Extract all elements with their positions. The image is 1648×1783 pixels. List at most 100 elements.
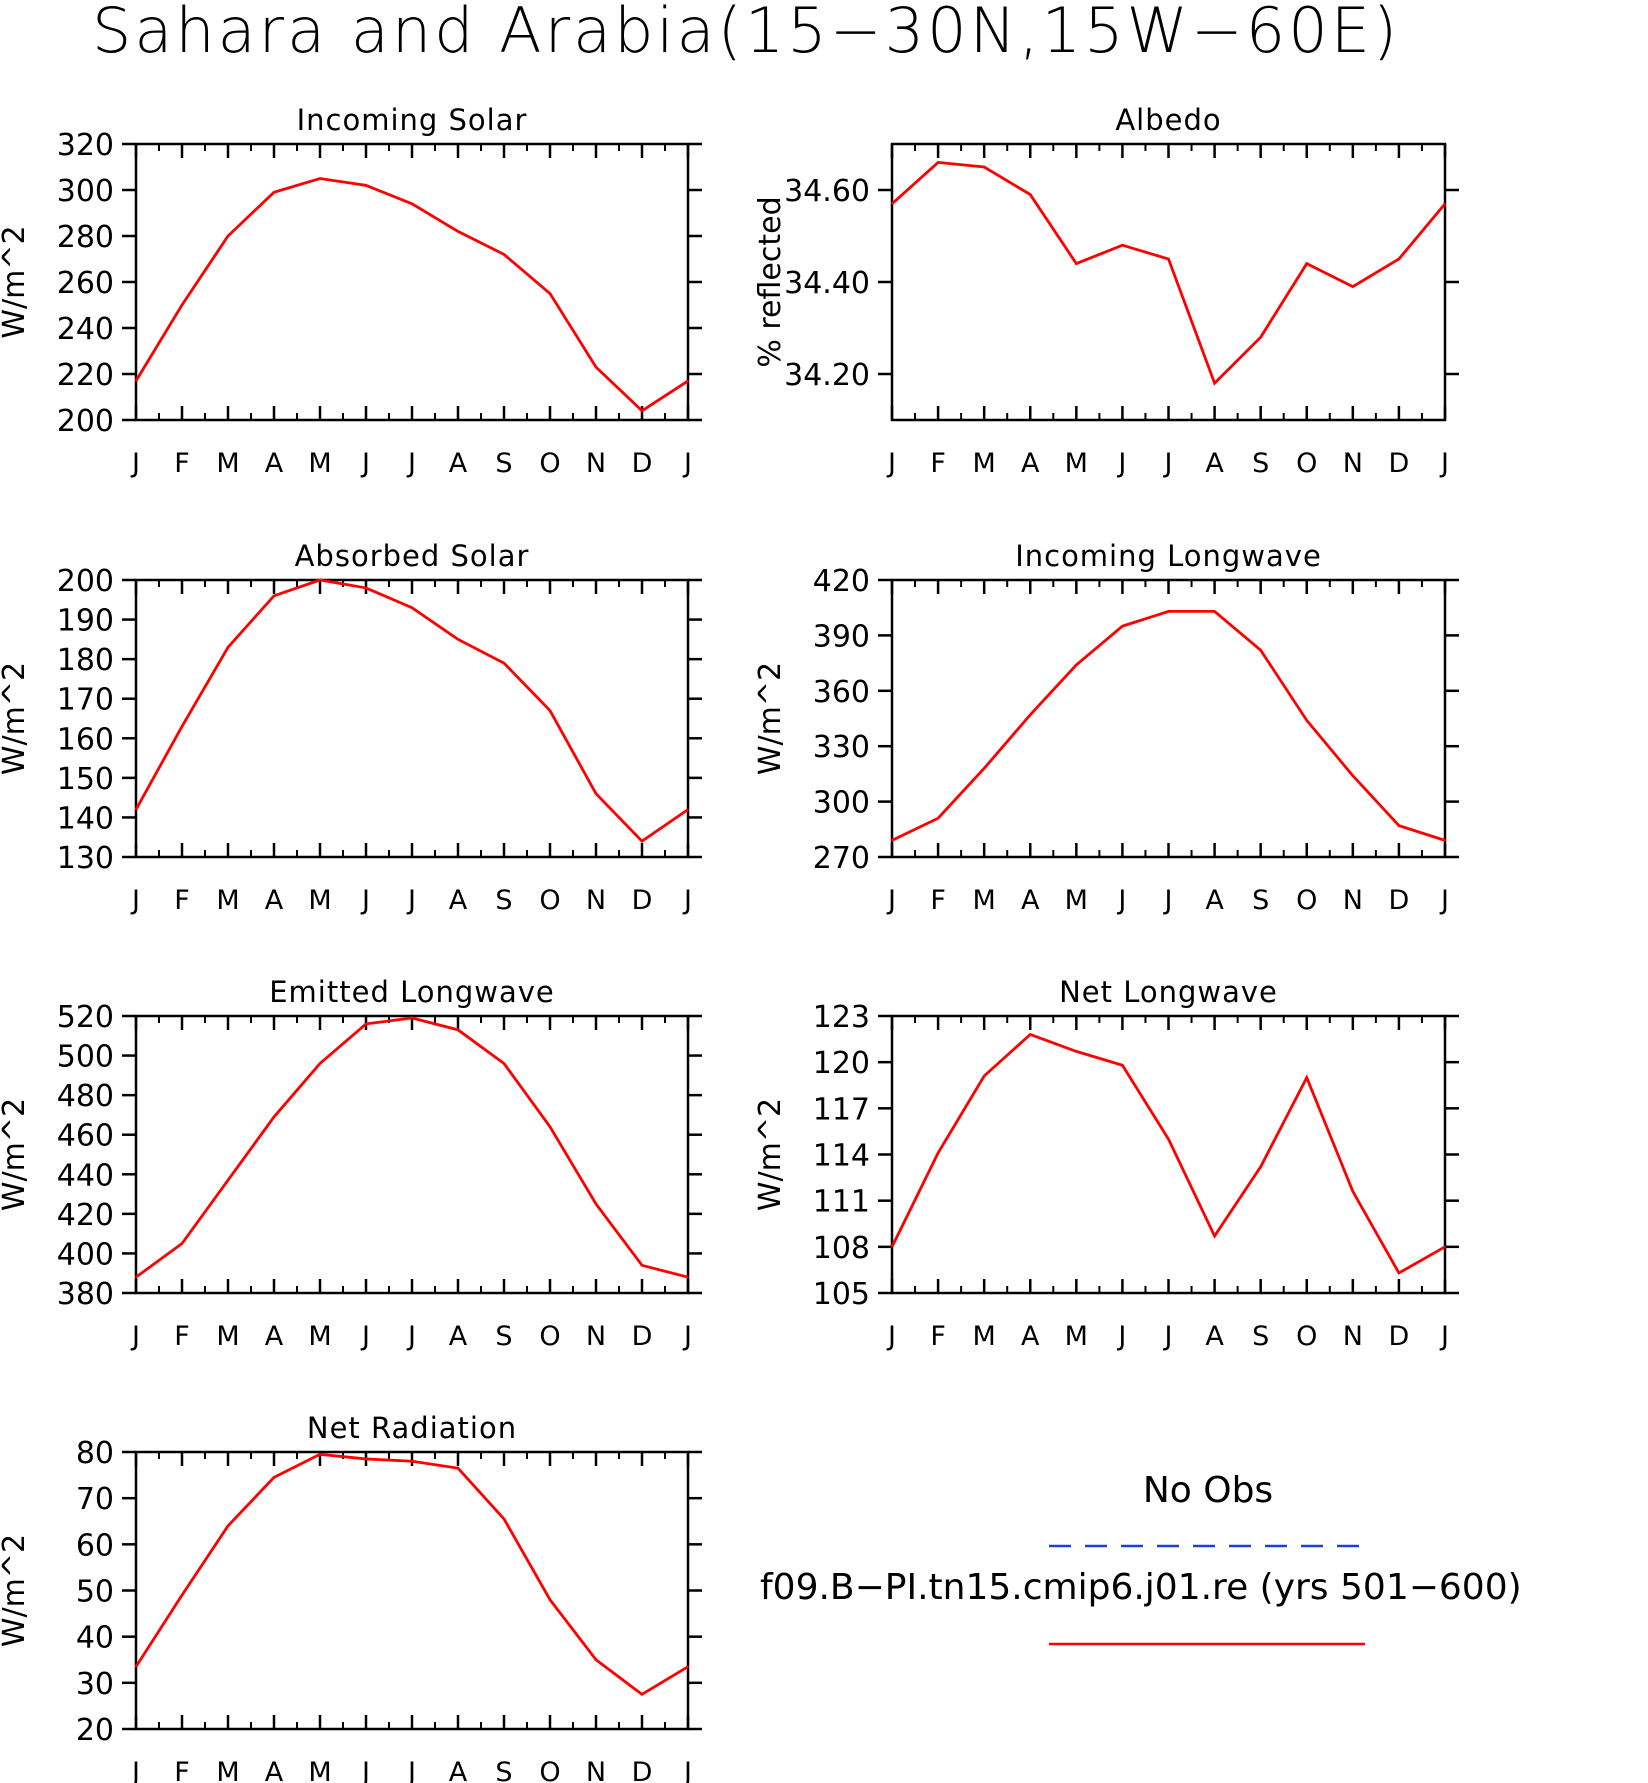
data-point bbox=[135, 1276, 137, 1278]
data-point bbox=[181, 1594, 183, 1596]
x-tick-label: J bbox=[406, 448, 416, 479]
panel-incoming-longwave: J F M A M J J A S O N D J270300330360390420Incoming … bbox=[753, 539, 1459, 916]
data-point bbox=[1398, 1272, 1400, 1274]
x-tick-label: M bbox=[308, 1321, 331, 1352]
data-point bbox=[687, 1665, 689, 1668]
x-tick-label: A bbox=[1205, 1321, 1224, 1352]
x-tick-label: F bbox=[930, 448, 946, 479]
y-tick-label: 34.20 bbox=[784, 358, 870, 393]
data-point bbox=[319, 1453, 321, 1456]
data-point bbox=[983, 1075, 985, 1077]
x-tick-label: J bbox=[1439, 885, 1449, 916]
data-point bbox=[1444, 839, 1446, 842]
x-tick-label: F bbox=[174, 1321, 190, 1352]
x-tick-label: A bbox=[1021, 885, 1040, 916]
y-tick-label: 520 bbox=[57, 1000, 114, 1035]
data-point bbox=[1167, 1138, 1170, 1140]
page-title: Sahara and Arabia(15−30N,15W−60E) bbox=[92, 0, 1401, 67]
data-point bbox=[1075, 664, 1078, 666]
x-tick-label: O bbox=[539, 885, 560, 916]
data-point bbox=[227, 235, 229, 237]
data-point bbox=[503, 253, 505, 256]
data-point bbox=[595, 1658, 597, 1661]
y-tick-label: 105 bbox=[813, 1277, 870, 1312]
x-tick-label: A bbox=[1021, 448, 1040, 479]
x-tick-label: J bbox=[886, 1321, 896, 1352]
x-tick-label: M bbox=[1065, 885, 1088, 916]
y-tick-label: 150 bbox=[57, 762, 114, 797]
data-point bbox=[891, 1246, 893, 1248]
y-tick-label: 80 bbox=[76, 1436, 114, 1471]
x-tick-label: M bbox=[308, 448, 331, 479]
x-tick-label: S bbox=[495, 885, 512, 916]
x-tick-label: J bbox=[1163, 885, 1173, 916]
y-tick-label: 60 bbox=[76, 1528, 114, 1563]
x-tick-label: S bbox=[1252, 885, 1269, 916]
data-point bbox=[937, 817, 939, 820]
x-tick-label: D bbox=[1389, 1321, 1410, 1352]
x-tick-label: M bbox=[216, 1321, 239, 1352]
x-tick-label: A bbox=[1205, 885, 1224, 916]
x-tick-label: D bbox=[632, 1757, 653, 1783]
x-tick-label: J bbox=[130, 448, 140, 479]
series-line bbox=[134, 177, 689, 413]
x-tick-label: J bbox=[1439, 448, 1449, 479]
panel-title: Incoming Longwave bbox=[1015, 539, 1322, 573]
data-point bbox=[1259, 336, 1262, 339]
data-point bbox=[365, 1458, 367, 1460]
data-point bbox=[503, 1062, 505, 1065]
x-tick-label: D bbox=[1389, 448, 1410, 479]
y-tick-label: 180 bbox=[57, 643, 114, 678]
x-tick-label: A bbox=[265, 1757, 284, 1783]
data-point bbox=[411, 1017, 413, 1019]
data-point bbox=[1352, 285, 1354, 288]
x-tick-label: S bbox=[1252, 1321, 1269, 1352]
panel-title: Net Radiation bbox=[307, 1411, 517, 1445]
x-tick-label: M bbox=[1065, 448, 1088, 479]
x-tick-label: J bbox=[406, 1757, 416, 1783]
x-tick-label: O bbox=[539, 1321, 560, 1352]
x-tick-label: F bbox=[174, 1757, 190, 1783]
x-tick-label: F bbox=[174, 885, 190, 916]
x-tick-label: A bbox=[265, 1321, 284, 1352]
x-tick-label: M bbox=[216, 448, 239, 479]
data-point bbox=[181, 1242, 183, 1245]
data-point bbox=[503, 662, 505, 664]
y-tick-label: 108 bbox=[813, 1231, 870, 1266]
data-point bbox=[1167, 610, 1170, 613]
data-point bbox=[273, 191, 275, 194]
x-tick-label: J bbox=[682, 1757, 692, 1783]
data-point bbox=[549, 1598, 551, 1601]
x-tick-label: M bbox=[216, 1757, 239, 1783]
x-tick-label: M bbox=[308, 1757, 331, 1783]
x-tick-label: D bbox=[632, 448, 653, 479]
y-tick-label: 360 bbox=[813, 675, 870, 710]
series-line bbox=[891, 609, 1446, 842]
y-tick-label: 480 bbox=[57, 1079, 114, 1114]
x-tick-label: J bbox=[1116, 448, 1126, 479]
x-tick-label: J bbox=[360, 1757, 370, 1783]
y-tick-label: 140 bbox=[57, 801, 114, 836]
data-point bbox=[273, 595, 275, 597]
y-tick-label: 123 bbox=[813, 1000, 870, 1035]
data-point bbox=[411, 1460, 413, 1463]
x-tick-label: S bbox=[1252, 448, 1269, 479]
x-tick-label: A bbox=[449, 1757, 468, 1783]
y-tick-label: 190 bbox=[57, 604, 114, 639]
x-tick-label: N bbox=[586, 448, 606, 479]
data-point bbox=[227, 1179, 229, 1182]
data-point bbox=[365, 184, 367, 187]
data-point bbox=[319, 1062, 321, 1065]
data-point bbox=[549, 1126, 551, 1128]
x-tick-label: S bbox=[495, 1321, 512, 1352]
data-point bbox=[1121, 1064, 1124, 1067]
y-axis-label: W/m^2 bbox=[0, 225, 32, 338]
x-tick-label: F bbox=[930, 885, 946, 916]
y-axis-label: W/m^2 bbox=[0, 1534, 32, 1647]
series-line bbox=[890, 1032, 1446, 1275]
x-tick-label: O bbox=[539, 448, 560, 479]
data-point bbox=[1121, 244, 1124, 246]
x-tick-label: J bbox=[360, 448, 370, 479]
